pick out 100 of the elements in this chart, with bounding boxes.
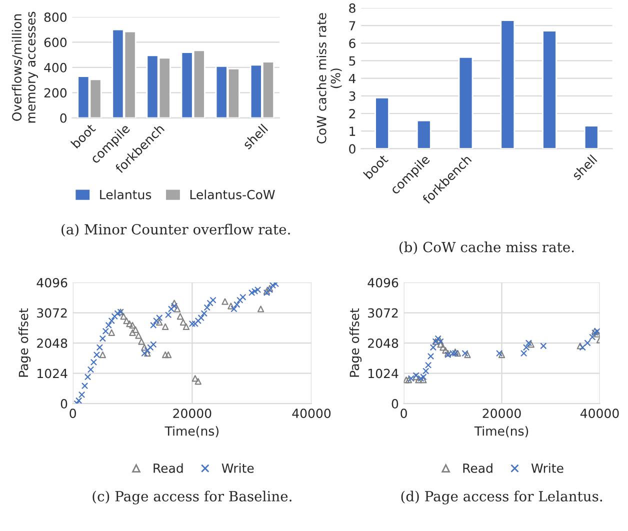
point [132, 326, 139, 333]
point [415, 376, 422, 384]
y-tick-label: 8 [349, 3, 356, 13]
point [99, 351, 106, 358]
point [520, 350, 528, 357]
point [170, 302, 178, 310]
point [102, 328, 109, 334]
point [126, 320, 133, 328]
point [162, 351, 169, 358]
point [454, 350, 462, 357]
point [78, 391, 86, 398]
point [84, 374, 92, 380]
y-tick-label: 3072 [368, 308, 398, 318]
point [257, 306, 264, 312]
point [236, 296, 244, 304]
bar [500, 20, 516, 149]
point [108, 317, 115, 324]
x-tick-label: 20000 [173, 408, 212, 418]
legend-label: Lelantus-CoW [190, 190, 275, 200]
point [81, 382, 88, 390]
y-tick-label: 1 [350, 126, 356, 136]
legend-label: Read [154, 463, 183, 473]
point [584, 340, 591, 346]
point [576, 342, 584, 350]
point [422, 368, 430, 374]
point [150, 322, 157, 329]
point [192, 320, 198, 328]
point [129, 329, 136, 336]
point [99, 335, 106, 342]
y-tick-label: 2 [349, 108, 355, 118]
x-tick-label: 40000 [292, 408, 331, 418]
point [420, 376, 427, 384]
point [123, 317, 130, 324]
y-tick-label: 6 [349, 38, 356, 48]
legend-label: Lelantus [100, 190, 152, 200]
point [496, 350, 503, 357]
point [222, 298, 228, 305]
point [206, 300, 214, 306]
y-tick-label: 5 [349, 56, 356, 66]
point [182, 323, 190, 330]
point [198, 314, 204, 322]
point [251, 288, 258, 295]
point [153, 317, 160, 324]
point [230, 306, 238, 312]
point [108, 329, 115, 336]
point [430, 344, 437, 351]
point [498, 351, 506, 358]
point [129, 322, 136, 329]
point [176, 313, 184, 320]
y-axis-title: Overflows/million memory accesses [12, 12, 38, 123]
point [135, 332, 142, 339]
point [105, 322, 112, 329]
x-tick-label: 0 [70, 408, 76, 418]
point [464, 351, 471, 358]
y-tick-label: 3 [349, 91, 356, 101]
y-tick-label: 4 [348, 74, 356, 84]
y-tick-label: 1024 [368, 368, 398, 378]
text: (d) Page access for Lelantus. [401, 490, 602, 504]
point [200, 310, 208, 317]
text: (b) CoW cache miss rate. [399, 242, 574, 254]
point [194, 378, 202, 385]
point [528, 341, 534, 348]
point [87, 366, 94, 373]
bar [416, 120, 432, 149]
point [141, 344, 148, 351]
point [141, 350, 148, 357]
bar [458, 56, 474, 149]
y-tick-label: 0 [60, 399, 68, 408]
point [272, 282, 280, 288]
point [114, 310, 121, 317]
point [579, 344, 586, 351]
x-axis-title: Time(ns) [474, 426, 528, 438]
x-tick-label: 20000 [482, 408, 521, 418]
point [144, 347, 151, 354]
point [437, 341, 444, 348]
legend-label: Read [463, 463, 492, 473]
point [162, 323, 169, 330]
y-tick-label: 7 [349, 21, 356, 30]
y-tick-label: 1024 [38, 368, 68, 378]
point [156, 318, 163, 326]
point [111, 313, 118, 320]
y-axis-title: CoW cache miss rate (%) [316, 13, 342, 144]
y-tick-label: 200 [44, 88, 67, 98]
point [192, 375, 198, 382]
y-tick-label: 600 [44, 38, 67, 48]
point [90, 358, 98, 366]
y-tick-label: 4096 [36, 278, 68, 288]
y-axis-title: Page offset [18, 308, 31, 377]
point [156, 314, 163, 322]
bar [542, 30, 557, 149]
y-tick-label: 2048 [368, 338, 398, 348]
y-tick-label: 4096 [368, 278, 398, 288]
text: (a) Minor Counter overflow rate. [62, 224, 290, 237]
point [440, 344, 446, 351]
y-tick-label: 800 [44, 12, 67, 22]
point [168, 306, 175, 312]
x-tick-label: 40000 [580, 408, 619, 418]
y-axis-title: Page offset [349, 308, 362, 377]
point [180, 318, 187, 326]
y-tick-label: 400 [44, 62, 67, 72]
